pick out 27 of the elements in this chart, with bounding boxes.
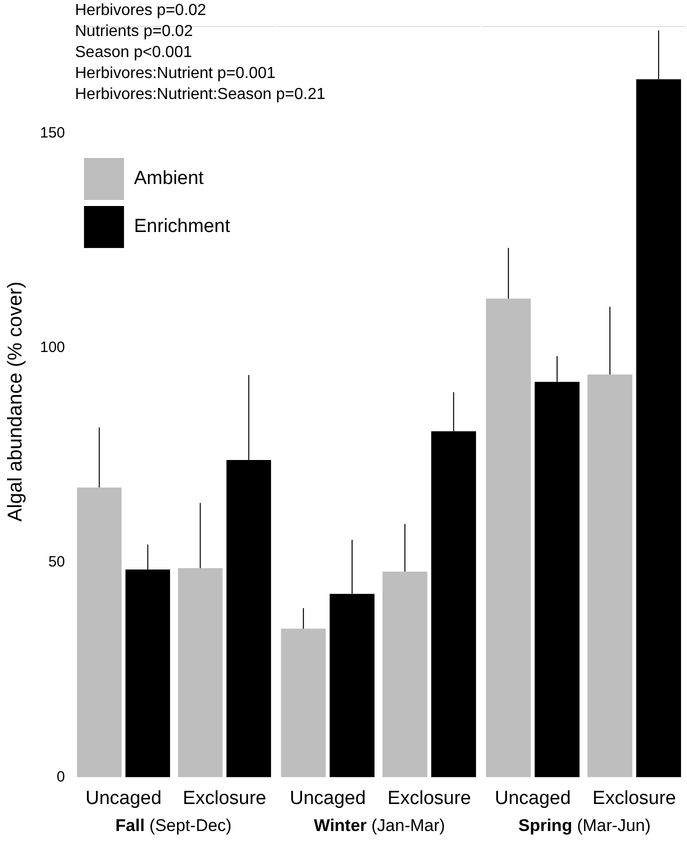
x-tick-label: Exclosure	[592, 788, 676, 809]
text: Herbivores p=0.02	[75, 1, 208, 21]
bar	[178, 568, 223, 778]
y-axis-title: Algal abundance (% cover)	[4, 282, 27, 522]
x-axis-title: Spring (Mar-Jun)	[517, 816, 652, 836]
x-tick-label: Exclosure	[388, 788, 471, 809]
bar	[76, 487, 122, 778]
annotation: Nutrients p=0.02	[75, 22, 194, 42]
y-tick-label: 100	[40, 339, 66, 356]
bar	[587, 374, 632, 778]
x-axis-title: Winter (Jan-Mar)	[312, 816, 446, 836]
annotation: Season p<0.001	[75, 43, 193, 63]
annotation: Herbivores:Nutrient:Season p=0.21	[75, 85, 326, 105]
bar	[382, 572, 428, 778]
annotation: Herbivores:Nutrient p=0.001	[75, 64, 277, 84]
legend-label: Ambient	[134, 168, 204, 190]
y-tick-label: 150	[40, 124, 66, 142]
bar	[486, 298, 531, 778]
x-axis-title: Fall (Sept-Dec)	[114, 816, 233, 836]
x-tick-label: Uncaged	[494, 788, 571, 809]
y-tick-label: 50	[48, 554, 66, 571]
bar	[280, 628, 326, 778]
legend-label: Enrichment	[134, 216, 230, 238]
x-tick-label: Uncaged	[290, 788, 366, 809]
y-tick-label: 0	[56, 768, 66, 786]
x-tick-label: Uncaged	[85, 788, 162, 809]
x-tick-label: Exclosure	[182, 788, 266, 809]
